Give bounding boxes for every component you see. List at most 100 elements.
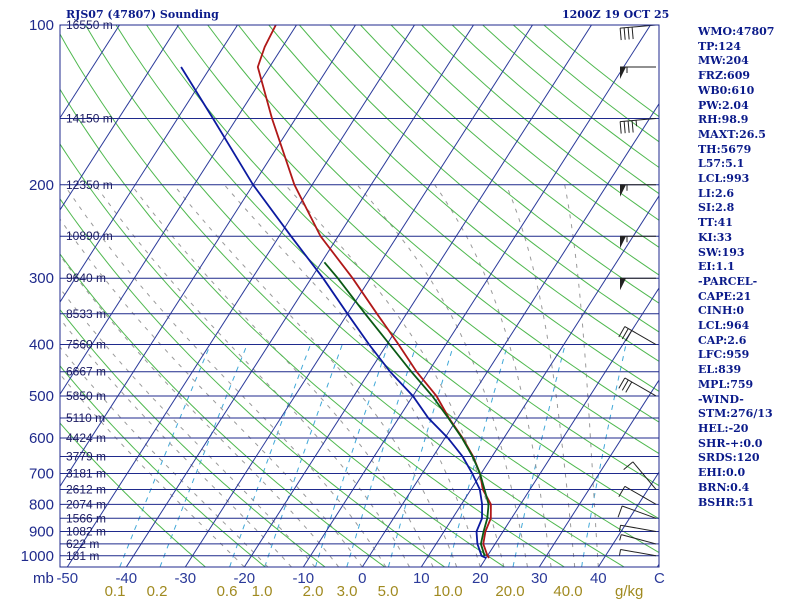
- height-label-750: 2612 m: [66, 482, 106, 496]
- height-label-200: 12350 m: [66, 178, 113, 192]
- wind-barb-200: [620, 184, 656, 197]
- height-label-350: 8533 m: [66, 307, 106, 321]
- isotherms: [60, 25, 659, 567]
- mixing-label-7: 10.0: [433, 583, 462, 600]
- barb-full: [621, 379, 629, 391]
- barb-staff: [620, 524, 657, 532]
- barb-full: [631, 120, 634, 133]
- wind-barb-850: [617, 505, 657, 519]
- wind-barb-250: [620, 235, 656, 249]
- dry-adiabat-20: [60, 143, 505, 567]
- barb-full: [631, 27, 634, 40]
- wind-barb-800: [618, 485, 657, 505]
- height-label-450: 6667 m: [66, 365, 106, 379]
- wind-barb-750: [623, 461, 657, 490]
- index-line: -PARCEL-: [698, 274, 758, 288]
- wind-barb-300: [620, 277, 656, 291]
- barb-full: [625, 330, 633, 342]
- index-line: WB0:610: [698, 83, 755, 97]
- height-label-1000: 181 m: [66, 549, 99, 563]
- barb-half: [619, 534, 622, 541]
- mixing-label-9: 40.0: [553, 583, 582, 600]
- index-line: LFC:959: [698, 348, 750, 362]
- barb-flag: [620, 278, 626, 291]
- dry-adiabat-120: [299, 25, 659, 333]
- pressure-label-400: 400: [29, 337, 54, 354]
- mixing-ratio-20: [512, 344, 566, 567]
- moist-adiabat--8: [60, 287, 316, 567]
- barb-full: [619, 121, 622, 134]
- index-line: LCL:964: [698, 319, 750, 333]
- isotherm-0: [361, 102, 659, 567]
- dry-adiabat-10: [60, 198, 445, 567]
- dry-adiabat-90: [207, 25, 659, 423]
- mixing-ratio-40: [581, 344, 627, 567]
- isotherm-10: [420, 195, 659, 567]
- wind-barb-150: [619, 117, 657, 134]
- height-label-650: 3779 m: [66, 449, 106, 463]
- isotherm-40: [597, 471, 659, 567]
- height-label-300: 9640 m: [66, 271, 106, 285]
- isotherm--110: [60, 25, 61, 27]
- isotherm--60: [60, 25, 356, 488]
- temp-label--30: -30: [174, 570, 196, 587]
- barb-full: [621, 328, 629, 340]
- dry-adiabat--20: [60, 365, 266, 567]
- mixing-label-2: 0.6: [217, 583, 238, 600]
- height-label-950: 622 m: [66, 537, 99, 551]
- barb-flag: [620, 236, 626, 249]
- dry-adiabat-30: [60, 88, 565, 567]
- mixing-ratio-2: [314, 344, 389, 567]
- barb-staff: [622, 505, 657, 519]
- height-label-250: 10890 m: [66, 229, 113, 243]
- barb-full: [619, 28, 622, 41]
- dry-adiabat-140: [360, 25, 659, 276]
- moist-adiabat-20: [224, 184, 481, 567]
- height-label-700: 3181 m: [66, 467, 106, 481]
- index-line: SRDS:120: [698, 451, 760, 465]
- pressure-label-900: 900: [29, 523, 54, 540]
- mixing-label-3: 1.0: [252, 583, 273, 600]
- wind-barb-500: [618, 377, 657, 397]
- temp-label-10: 10: [413, 570, 430, 587]
- moist-adiabat--4: [60, 254, 340, 567]
- isotherm--40: [125, 25, 474, 567]
- barb-full: [623, 27, 626, 40]
- index-line: SI:2.8: [698, 201, 735, 215]
- index-line: TT:41: [698, 216, 733, 230]
- isotherm-30: [538, 379, 659, 567]
- mixing-label-8: 20.0: [495, 583, 524, 600]
- height-label-600: 4424 m: [66, 431, 106, 445]
- indices-panel: WMO:47807 TP:124 MW:204 FRZ:609 WB0:610 PW:2.…: [698, 25, 798, 510]
- isotherm--70: [60, 25, 297, 396]
- isotherm--80: [60, 25, 238, 304]
- index-line: PW:2.04: [698, 98, 749, 112]
- trace-dewpoint: [180, 66, 487, 559]
- pressure-label-200: 200: [29, 177, 54, 194]
- mixing-ratio-1: [264, 344, 343, 567]
- barb-full: [623, 461, 634, 470]
- wind-barb-100: [619, 24, 657, 41]
- barb-staff: [632, 461, 657, 490]
- wind-barb-120: [620, 66, 656, 80]
- index-line: FRZ:609: [698, 69, 751, 83]
- barb-full: [627, 120, 630, 133]
- wind-barb-900: [619, 524, 657, 532]
- index-line: SW:193: [698, 245, 745, 259]
- temp-unit: C: [654, 570, 665, 587]
- barb-half: [619, 525, 622, 532]
- dry-adiabat-60: [115, 25, 659, 520]
- pressure-label-700: 700: [29, 466, 54, 483]
- observation-time: 1200Z 19 OCT 25: [562, 8, 670, 21]
- index-line: RH:98.9: [698, 113, 749, 127]
- pressure-label-600: 600: [29, 430, 54, 447]
- moist-adiabat-12: [130, 184, 434, 567]
- index-line: CINH:0: [698, 304, 745, 318]
- index-line: EI:1.1: [698, 260, 735, 274]
- index-line: LI:2.6: [698, 186, 735, 200]
- pressure-label-300: 300: [29, 270, 54, 287]
- barb-staff: [620, 117, 657, 123]
- dry-adiabats: [60, 25, 659, 567]
- temp-label-40: 40: [590, 570, 607, 587]
